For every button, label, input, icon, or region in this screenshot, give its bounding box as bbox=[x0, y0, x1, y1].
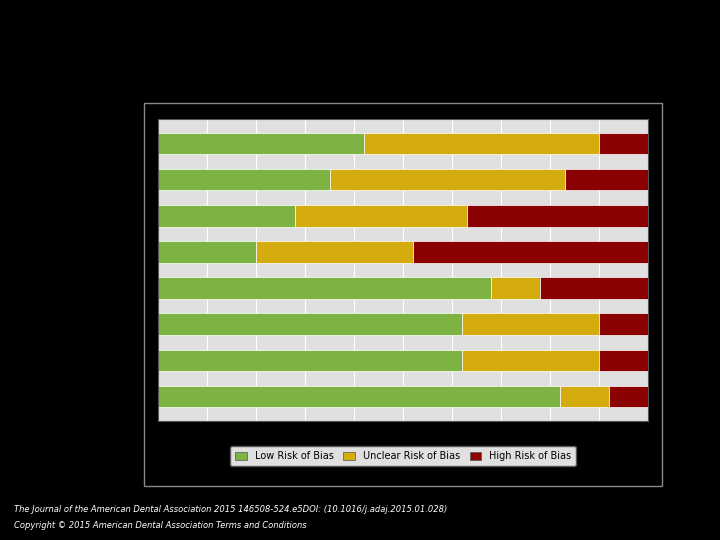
Bar bbox=[564, 168, 648, 191]
X-axis label: PERCENTAGE: PERCENTAGE bbox=[362, 447, 444, 456]
Bar bbox=[467, 205, 648, 227]
Bar bbox=[158, 386, 560, 408]
Bar bbox=[295, 205, 467, 227]
Bar bbox=[158, 205, 295, 227]
Bar bbox=[599, 349, 648, 372]
Bar bbox=[413, 241, 648, 263]
Text: The Journal of the American Dental Association 2015 146508-524.e5DOI: (10.1016/j: The Journal of the American Dental Assoc… bbox=[14, 505, 448, 514]
Bar bbox=[158, 132, 364, 154]
Bar bbox=[609, 386, 648, 408]
Bar bbox=[330, 168, 564, 191]
Bar bbox=[158, 277, 491, 299]
Text: Figure 2: Figure 2 bbox=[332, 22, 388, 36]
Bar bbox=[158, 241, 256, 263]
Bar bbox=[256, 241, 413, 263]
Bar bbox=[462, 313, 599, 335]
Bar bbox=[599, 132, 648, 154]
Bar bbox=[599, 313, 648, 335]
Bar bbox=[364, 132, 599, 154]
Legend: Low Risk of Bias, Unclear Risk of Bias, High Risk of Bias: Low Risk of Bias, Unclear Risk of Bias, … bbox=[230, 447, 576, 466]
Bar bbox=[158, 349, 462, 372]
Bar bbox=[158, 313, 462, 335]
Bar bbox=[540, 277, 648, 299]
Text: Copyright © 2015 American Dental Association Terms and Conditions: Copyright © 2015 American Dental Associa… bbox=[14, 521, 307, 530]
Bar bbox=[491, 277, 540, 299]
Bar bbox=[158, 168, 330, 191]
Bar bbox=[560, 386, 609, 408]
Bar bbox=[462, 349, 599, 372]
